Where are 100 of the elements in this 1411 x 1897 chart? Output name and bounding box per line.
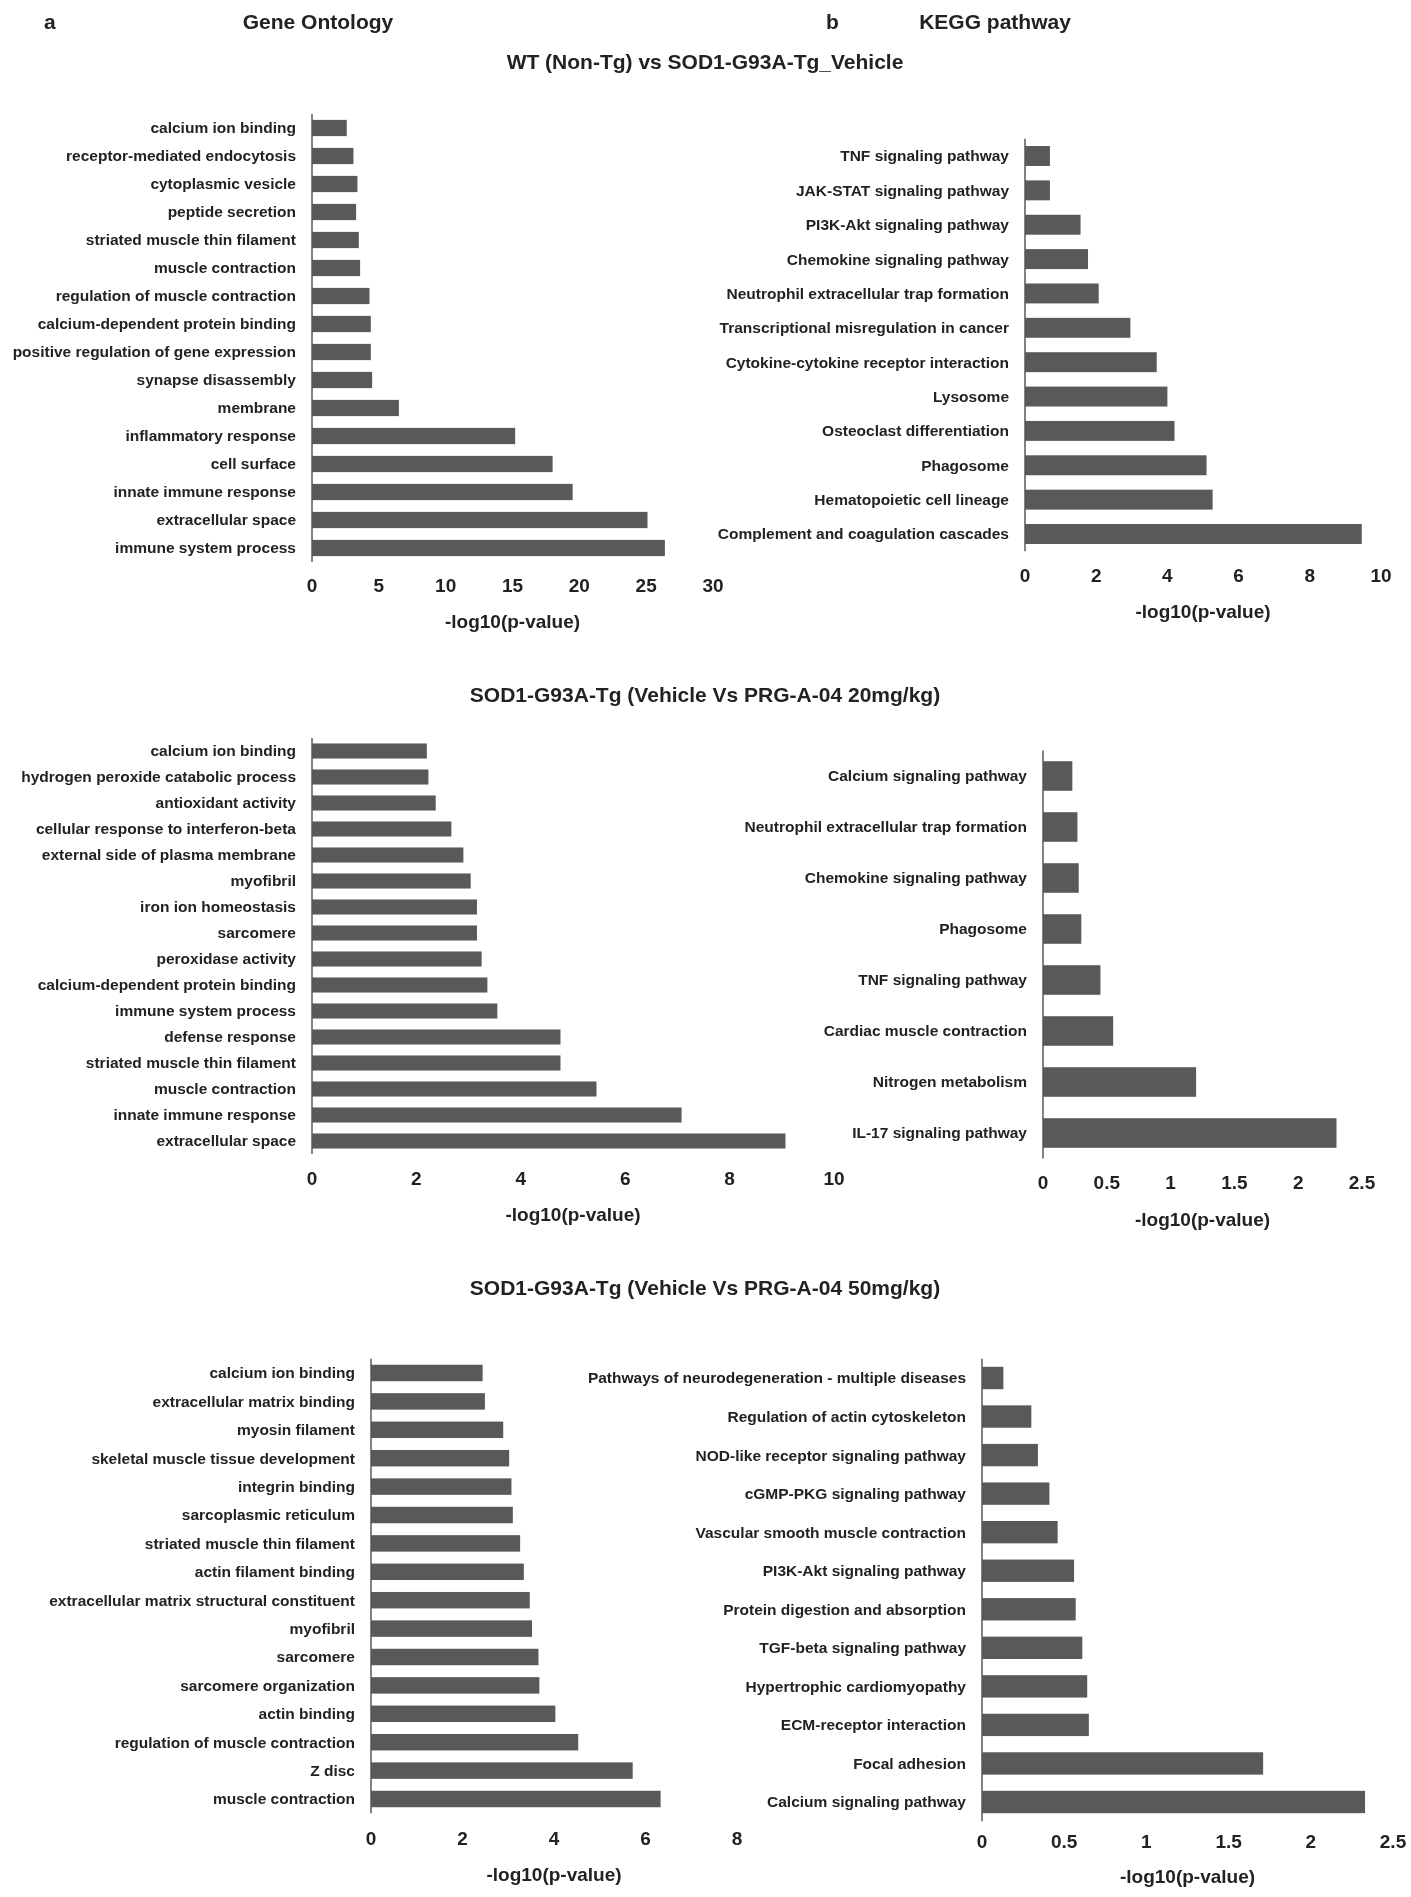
y-tick-label: iron ion homeostasis (140, 898, 296, 916)
y-tick-label: cell surface (210, 455, 297, 473)
x-tick-label: 6 (1233, 565, 1244, 586)
y-tick-label: striated muscle thin filament (144, 1534, 355, 1552)
x-axis-title: -log10(p-value) (1119, 1866, 1256, 1887)
x-tick-label: 2.5 (1379, 1831, 1407, 1852)
y-tick-label: Osteoclast differentiation (822, 422, 1009, 440)
y-tick-label: actin filament binding (194, 1563, 355, 1581)
x-tick-label: 0.5 (1050, 1831, 1078, 1852)
chart-title: WT (Non-Tg) vs SOD1-G93A-Tg_Vehicle (506, 50, 904, 73)
y-tick-label: regulation of muscle contraction (55, 287, 296, 305)
text: a (44, 10, 56, 34)
x-tick-label: 0 (1019, 565, 1031, 586)
y-tick-label: Calcium signaling pathway (767, 1793, 967, 1811)
y-tick-label: myofibril (289, 1620, 355, 1638)
y-tick-label: Neutrophil extracellular trap formation (744, 818, 1027, 836)
y-tick-label: ECM-receptor interaction (780, 1716, 966, 1734)
y-tick-label: muscle contraction (212, 1790, 355, 1808)
x-tick-label: 10 (1370, 565, 1392, 586)
y-tick-label: Phagosome (939, 920, 1028, 938)
x-axis-title: -log10(p-value) (505, 1204, 641, 1225)
y-tick-label: integrin binding (237, 1478, 355, 1496)
y-tick-label: positive regulation of gene expression (12, 343, 296, 361)
x-tick-label: 0 (306, 575, 318, 596)
y-tick-label: Cytokine-cytokine receptor interaction (725, 353, 1009, 371)
text: Gene Ontology (242, 10, 394, 34)
x-tick-label: 2 (1305, 1831, 1317, 1852)
x-tick-label: 1 (1165, 1172, 1177, 1193)
x-tick-label: 2.5 (1348, 1172, 1376, 1193)
y-tick-label: calcium-dependent protein binding (37, 976, 296, 994)
y-tick-label: TNF signaling pathway (858, 971, 1028, 989)
y-tick-label: PI3K-Akt signaling pathway (762, 1562, 967, 1580)
x-tick-label: 0 (1037, 1172, 1049, 1193)
x-tick-label: 1.5 (1215, 1831, 1243, 1852)
x-axis-title: -log10(p-value) (1135, 601, 1271, 622)
x-tick-label: 8 (724, 1168, 735, 1189)
y-tick-label: muscle contraction (153, 1080, 296, 1098)
x-tick-label: 1 (1141, 1831, 1153, 1852)
y-tick-label: Pathways of neurodegeneration - multiple diseases (587, 1369, 966, 1387)
x-tick-label: 4 (548, 1828, 560, 1849)
y-tick-label: Complement and coagulation cascades (717, 525, 1009, 543)
x-tick-label: 5 (373, 575, 385, 596)
y-tick-label: calcium-dependent protein binding (37, 315, 296, 333)
y-tick-label: innate immune response (113, 1106, 297, 1124)
y-tick-label: peroxidase activity (156, 950, 297, 968)
y-tick-label: TGF-beta signaling pathway (759, 1639, 967, 1657)
x-tick-label: 4 (1162, 565, 1174, 586)
y-tick-label: striated muscle thin filament (85, 1054, 296, 1072)
x-tick-label: 0.5 (1093, 1172, 1121, 1193)
y-tick-label: Chemokine signaling pathway (804, 869, 1028, 887)
x-tick-label: 2 (1292, 1172, 1304, 1193)
y-tick-label: calcium ion binding (209, 1364, 355, 1382)
y-tick-label: Protein digestion and absorption (723, 1600, 966, 1618)
x-tick-label: 6 (640, 1828, 651, 1849)
y-tick-label: Calcium signaling pathway (828, 767, 1028, 785)
y-tick-label: sarcomere (217, 924, 297, 942)
y-tick-label: sarcomere (276, 1648, 356, 1666)
y-tick-label: striated muscle thin filament (85, 231, 296, 249)
y-tick-label: calcium ion binding (150, 742, 296, 760)
y-tick-label: Focal adhesion (853, 1754, 966, 1772)
x-tick-label: 6 (619, 1168, 631, 1189)
y-tick-label: membrane (217, 399, 297, 417)
y-tick-label: synapse disassembly (136, 371, 297, 389)
y-tick-label: Regulation of actin cytoskeleton (727, 1407, 966, 1425)
y-tick-label: hydrogen peroxide catabolic process (21, 768, 296, 786)
y-tick-label: Cardiac muscle contraction (823, 1022, 1027, 1040)
y-tick-label: skeletal muscle tissue development (91, 1449, 355, 1467)
y-tick-label: calcium ion binding (150, 119, 296, 137)
y-tick-label: cytoplasmic vesicle (150, 175, 297, 193)
y-tick-label: Nitrogen metabolism (872, 1073, 1027, 1091)
y-tick-label: Neutrophil extracellular trap formation (726, 284, 1009, 302)
y-tick-label: extracellular space (156, 1132, 297, 1150)
y-tick-label: inflammatory response (125, 427, 297, 445)
x-tick-label: 0 (365, 1828, 377, 1849)
x-tick-label: 8 (1304, 565, 1316, 586)
y-tick-label: extracellular matrix structural constituent (49, 1591, 355, 1609)
y-tick-label: sarcomere organization (180, 1676, 355, 1694)
y-tick-label: cGMP-PKG signaling pathway (744, 1485, 967, 1503)
chart-title: SOD1-G93A-Tg (Vehicle Vs PRG-A-04 20mg/kg) (469, 683, 941, 706)
x-axis-title: -log10(p-value) (1134, 1209, 1271, 1230)
y-tick-label: TNF signaling pathway (840, 147, 1010, 165)
y-tick-label: sarcoplasmic reticulum (181, 1506, 355, 1524)
y-tick-label: receptor-mediated endocytosis (66, 147, 296, 165)
y-tick-label: myosin filament (237, 1421, 355, 1439)
x-tick-label: 10 (435, 575, 457, 596)
x-tick-label: 15 (501, 575, 524, 596)
y-tick-label: myofibril (230, 872, 296, 890)
y-tick-label: PI3K-Akt signaling pathway (805, 216, 1010, 234)
y-tick-label: Hematopoietic cell lineage (814, 491, 1010, 509)
y-tick-label: immune system process (115, 1002, 296, 1020)
x-tick-label: 10 (823, 1168, 845, 1189)
x-tick-label: 20 (568, 575, 590, 596)
y-tick-label: Chemokine signaling pathway (786, 250, 1010, 268)
text: KEGG pathway (919, 10, 1072, 34)
y-tick-label: Z disc (310, 1762, 356, 1780)
y-tick-label: actin binding (258, 1705, 355, 1723)
x-tick-label: 2 (1090, 565, 1102, 586)
x-tick-label: 2 (457, 1828, 468, 1849)
y-tick-label: external side of plasma membrane (41, 846, 297, 864)
y-tick-label: JAK-STAT signaling pathway (796, 181, 1010, 199)
